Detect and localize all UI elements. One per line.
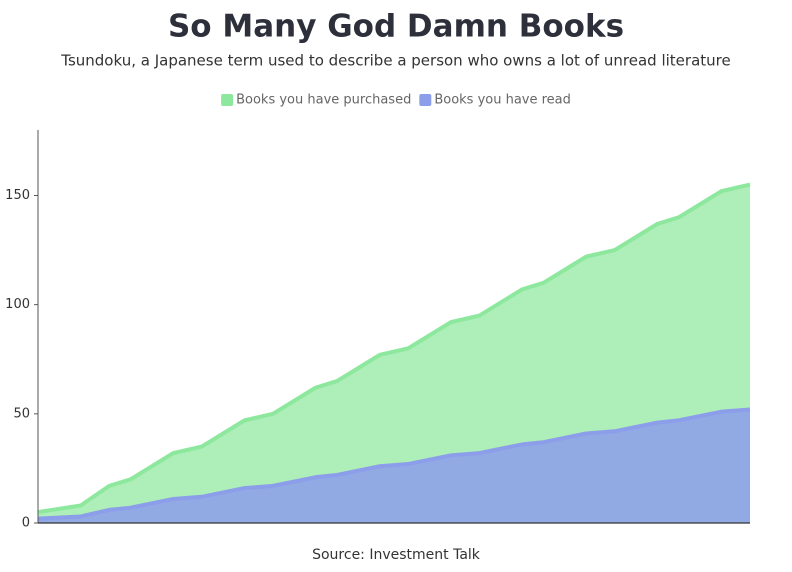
legend-item: Books you have purchased xyxy=(221,93,411,108)
y-tick-label: 50 xyxy=(13,406,30,421)
legend-label: Books you have purchased xyxy=(236,93,411,108)
chart-subtitle: Tsundoku, a Japanese term used to descri… xyxy=(60,52,730,70)
legend: Books you have purchased Books you have r… xyxy=(221,93,571,108)
legend-item: Books you have read xyxy=(419,93,571,108)
y-tick-label: 100 xyxy=(5,297,30,312)
area-line xyxy=(37,182,751,515)
y-tick-label: 0 xyxy=(22,516,30,531)
source-note: Source: Investment Talk xyxy=(312,547,481,563)
area-line xyxy=(37,407,751,521)
legend-label: Books you have read xyxy=(434,93,571,108)
chart-title: So Many God Damn Books xyxy=(168,9,624,45)
legend-swatch xyxy=(221,94,234,106)
y-tick-label: 150 xyxy=(5,188,30,203)
legend-swatch xyxy=(419,94,432,106)
